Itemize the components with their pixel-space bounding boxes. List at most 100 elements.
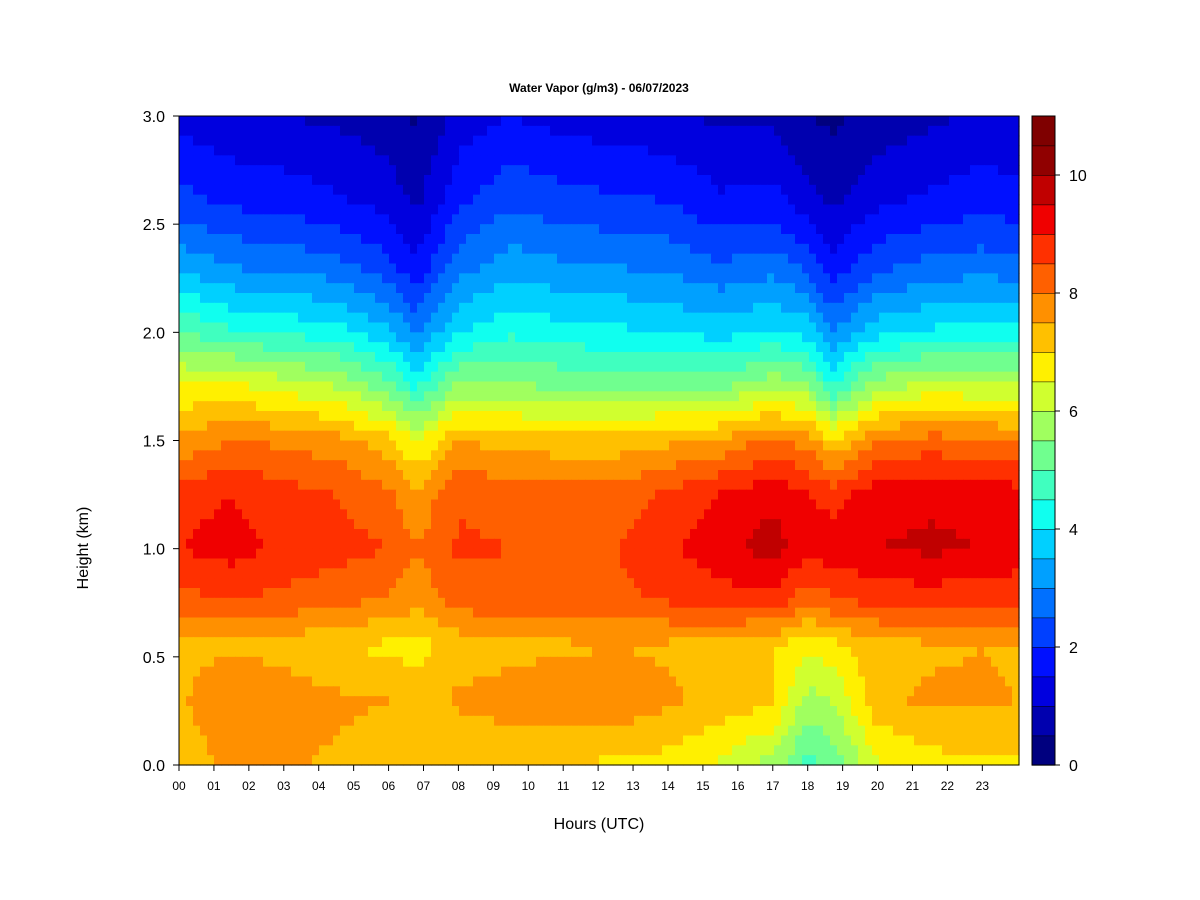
heatmap-cell: [382, 184, 390, 196]
heatmap-cell: [361, 253, 369, 265]
heatmap-cell: [956, 499, 964, 510]
heatmap-cell: [242, 391, 250, 402]
heatmap-cell: [599, 135, 607, 147]
heatmap-cell: [361, 352, 369, 363]
heatmap-cell: [487, 440, 495, 451]
heatmap-cell: [851, 175, 859, 186]
heatmap-cell: [977, 293, 985, 304]
heatmap-cell: [620, 184, 628, 196]
heatmap-cell: [697, 401, 705, 412]
heatmap-cell: [340, 450, 348, 461]
heatmap-cell: [676, 293, 684, 304]
heatmap-cell: [389, 322, 397, 333]
heatmap-cell: [193, 302, 201, 314]
heatmap-cell: [977, 116, 985, 127]
heatmap-cell: [207, 381, 215, 392]
heatmap-cell: [396, 371, 404, 383]
heatmap-cell: [984, 342, 992, 353]
heatmap-cell: [557, 381, 565, 392]
heatmap-cell: [844, 420, 852, 432]
heatmap-cell: [459, 214, 467, 225]
heatmap-cell: [844, 224, 852, 235]
heatmap-cell: [186, 293, 194, 304]
heatmap-cell: [998, 165, 1006, 176]
heatmap-cell: [690, 391, 698, 402]
heatmap-cell: [340, 273, 348, 284]
heatmap-cell: [704, 224, 712, 235]
heatmap-cell: [634, 243, 642, 255]
heatmap-cell: [333, 332, 341, 343]
heatmap-cell: [956, 361, 964, 373]
heatmap-cell: [599, 489, 607, 501]
heatmap-cell: [361, 293, 369, 304]
heatmap-cell: [242, 519, 250, 530]
heatmap-cell: [312, 155, 320, 166]
heatmap-cell: [354, 460, 362, 471]
heatmap-cell: [585, 489, 593, 501]
heatmap-cell: [431, 401, 439, 412]
heatmap-cell: [886, 155, 894, 166]
heatmap-cell: [389, 214, 397, 225]
heatmap-cell: [690, 361, 698, 373]
heatmap-cell: [354, 352, 362, 363]
heatmap-cell: [1005, 135, 1013, 147]
heatmap-cell: [683, 460, 691, 471]
heatmap-cell: [242, 283, 250, 294]
heatmap-cell: [851, 352, 859, 363]
heatmap-cell: [557, 273, 565, 284]
heatmap-cell: [606, 509, 614, 520]
heatmap-cell: [543, 371, 551, 383]
heatmap-cell: [270, 283, 278, 294]
heatmap-cell: [291, 214, 299, 225]
heatmap-cell: [410, 273, 418, 284]
heatmap-cell: [1005, 175, 1013, 186]
heatmap-cell: [263, 194, 271, 206]
heatmap-cell: [221, 224, 229, 235]
heatmap-cell: [571, 352, 579, 363]
heatmap-cell: [466, 224, 474, 235]
heatmap-cell: [410, 342, 418, 353]
heatmap-cell: [697, 381, 705, 392]
heatmap-cell: [837, 420, 845, 432]
heatmap-cell: [697, 411, 705, 422]
heatmap-cell: [417, 273, 425, 284]
heatmap-cell: [662, 194, 670, 206]
heatmap-cell: [599, 155, 607, 166]
heatmap-cell: [816, 145, 824, 156]
heatmap-cell: [536, 234, 544, 245]
heatmap-cell: [718, 499, 726, 510]
heatmap-cell: [823, 175, 831, 186]
heatmap-cell: [284, 489, 292, 501]
heatmap-cell: [879, 420, 887, 432]
heatmap-cell: [410, 214, 418, 225]
heatmap-cell: [242, 460, 250, 471]
heatmap-cell: [277, 184, 285, 196]
heatmap-cell: [536, 489, 544, 501]
heatmap-cell: [760, 293, 768, 304]
heatmap-cell: [921, 243, 929, 255]
heatmap-cell: [508, 312, 516, 324]
heatmap-cell: [900, 194, 908, 206]
heatmap-cell: [494, 135, 502, 147]
heatmap-cell: [571, 243, 579, 255]
heatmap-cell: [984, 165, 992, 176]
heatmap-cell: [501, 361, 509, 373]
heatmap-cell: [655, 155, 663, 166]
heatmap-cell: [662, 175, 670, 186]
heatmap-cell: [571, 145, 579, 156]
heatmap-cell: [599, 352, 607, 363]
heatmap-cell: [333, 519, 341, 530]
heatmap-cell: [928, 411, 936, 422]
heatmap-cell: [900, 332, 908, 343]
heatmap-cell: [725, 342, 733, 353]
heatmap-cell: [368, 283, 376, 294]
heatmap-cell: [592, 145, 600, 156]
heatmap-cell: [382, 479, 390, 491]
heatmap-cell: [676, 489, 684, 501]
heatmap-cell: [312, 234, 320, 245]
heatmap-cell: [956, 381, 964, 392]
heatmap-cell: [739, 214, 747, 225]
heatmap-cell: [186, 440, 194, 451]
heatmap-cell: [417, 479, 425, 491]
heatmap-cell: [291, 489, 299, 501]
